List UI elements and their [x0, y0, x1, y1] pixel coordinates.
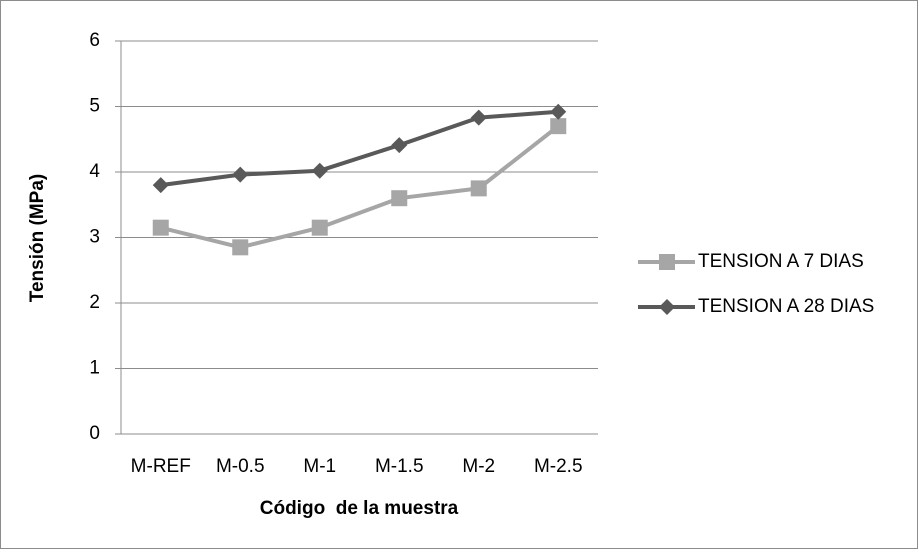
y-tick-label: 3 [89, 227, 100, 248]
data-point [391, 190, 408, 207]
data-point [232, 166, 249, 183]
y-axis-label: Tensión (MPa) [27, 174, 48, 302]
data-point [311, 219, 328, 236]
legend-label: TENSION A 7 DIAS [698, 251, 864, 272]
x-tick-label: M-1 [303, 456, 336, 477]
data-point [470, 180, 487, 197]
x-tick-label: M-2.5 [534, 456, 583, 477]
series-line [160, 124, 560, 250]
data-point [391, 137, 408, 154]
series-line [160, 109, 559, 188]
y-tick-label: 5 [89, 96, 100, 117]
y-tick-label: 2 [89, 292, 100, 313]
y-tick-label: 0 [89, 423, 100, 444]
y-tick-label: 1 [89, 358, 100, 379]
y-tick-label: 4 [89, 161, 100, 182]
data-point [550, 118, 567, 135]
legend-label: TENSION A 28 DIAS [698, 296, 874, 317]
data-point [311, 162, 328, 179]
data-point [232, 239, 249, 256]
data-point [470, 109, 487, 126]
data-point [152, 219, 169, 236]
data-point [152, 177, 169, 194]
y-tick-label: 6 [89, 30, 100, 51]
x-tick-label: M-1.5 [375, 456, 424, 477]
x-tick-label: M-2 [462, 456, 495, 477]
x-tick-label: M-0.5 [216, 456, 265, 477]
legend-marker [659, 299, 675, 315]
data-point [550, 103, 567, 120]
x-axis-label: Código de la muestra [260, 498, 459, 519]
legend-marker [659, 254, 675, 270]
x-tick-label: M-REF [131, 456, 191, 477]
